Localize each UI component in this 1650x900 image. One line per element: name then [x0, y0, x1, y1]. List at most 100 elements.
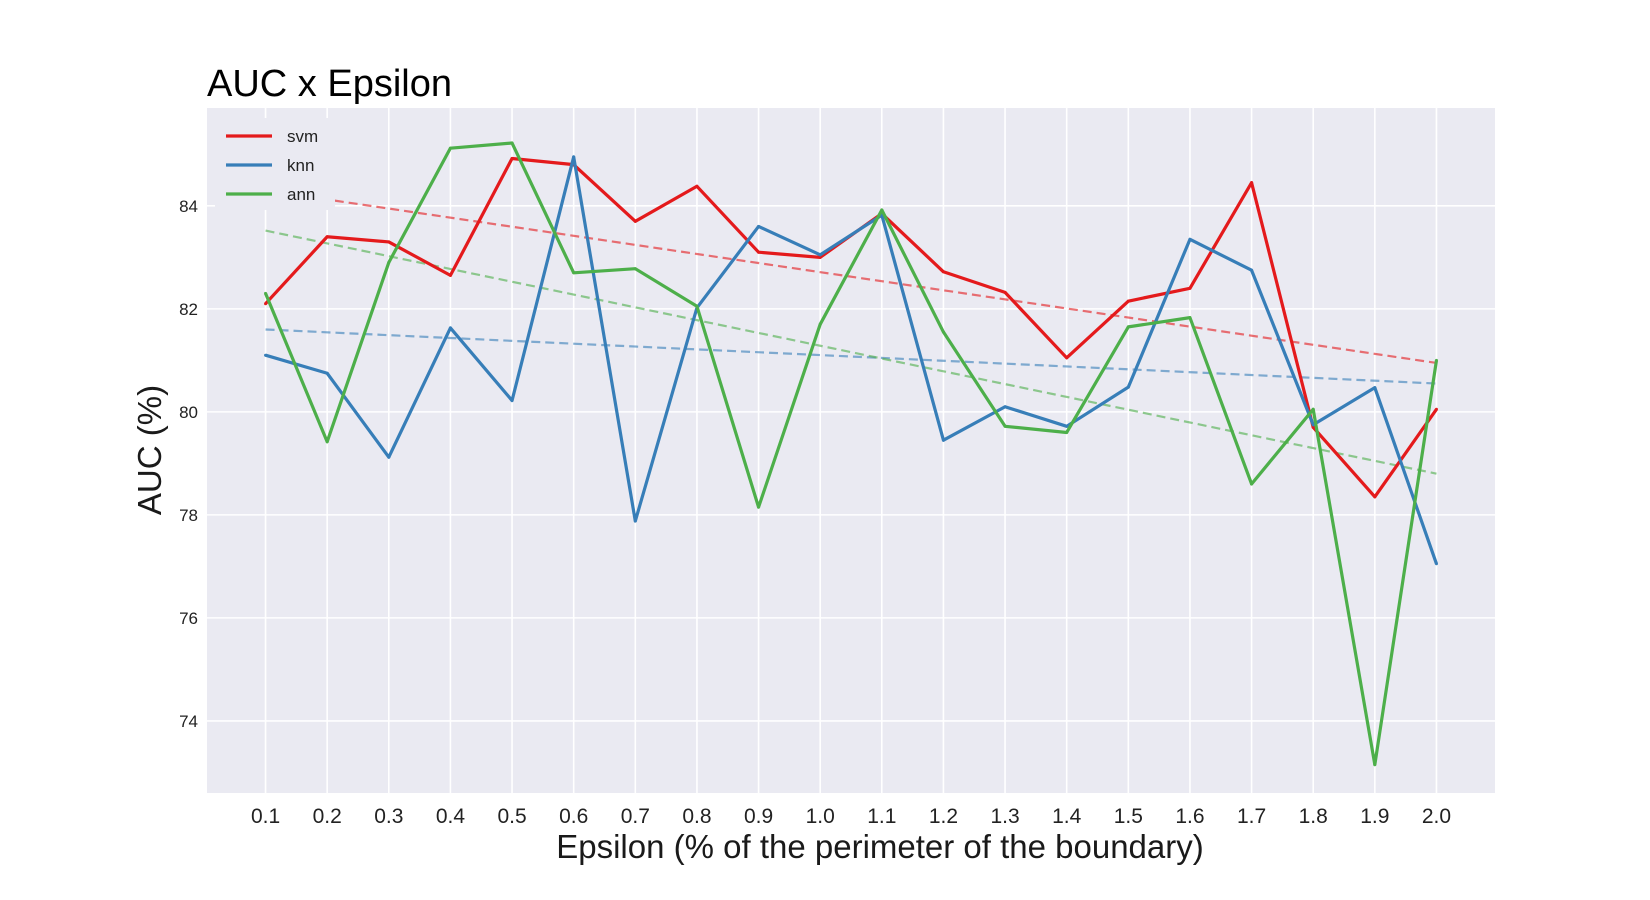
point-svm-16 — [1250, 181, 1254, 185]
point-knn-14 — [1126, 385, 1130, 389]
legend-label-svm: svm — [287, 127, 318, 146]
point-svm-0 — [264, 302, 268, 306]
x-tick-label-11: 1.2 — [929, 805, 958, 828]
point-svm-4 — [510, 156, 514, 160]
point-ann-9 — [818, 322, 822, 326]
point-svm-8 — [757, 250, 761, 254]
series-line-knn — [265, 155, 1438, 565]
point-knn-2 — [387, 455, 391, 459]
point-knn-18 — [1373, 386, 1377, 390]
point-svm-18 — [1373, 495, 1377, 499]
point-svm-1 — [325, 235, 329, 239]
point-ann-6 — [633, 267, 637, 271]
point-ann-4 — [510, 141, 514, 145]
point-svm-6 — [633, 219, 637, 223]
point-svm-3 — [448, 273, 452, 277]
point-svm-2 — [387, 240, 391, 244]
point-knn-11 — [941, 438, 945, 442]
series-lines — [264, 141, 1439, 767]
trend-line-ann — [265, 229, 1437, 475]
legend-label-ann: ann — [287, 185, 315, 204]
plot-area — [207, 108, 1495, 793]
point-svm-13 — [1065, 356, 1069, 360]
point-ann-14 — [1126, 325, 1130, 329]
x-tick-label-13: 1.4 — [1052, 805, 1082, 828]
point-svm-9 — [818, 255, 822, 259]
point-knn-17 — [1311, 423, 1315, 427]
x-tick-label-9: 1.0 — [806, 805, 835, 828]
grid — [207, 108, 1495, 793]
point-ann-0 — [264, 291, 268, 295]
point-svm-12 — [1003, 290, 1007, 294]
point-knn-19 — [1434, 562, 1438, 566]
point-knn-12 — [1003, 405, 1007, 409]
point-ann-11 — [941, 330, 945, 334]
y-tick-label-1: 76 — [179, 609, 198, 628]
x-tick-label-2: 0.3 — [374, 805, 403, 828]
x-axis-label: Epsilon (% of the perimeter of the bound… — [556, 828, 1204, 865]
point-ann-19 — [1434, 358, 1438, 362]
point-ann-8 — [757, 505, 761, 509]
x-tick-label-3: 0.4 — [436, 805, 466, 828]
point-ann-13 — [1065, 430, 1069, 434]
point-ann-12 — [1003, 424, 1007, 428]
point-knn-13 — [1065, 424, 1069, 428]
y-tick-label-5: 84 — [179, 197, 198, 216]
x-tick-label-4: 0.5 — [497, 805, 526, 828]
point-ann-17 — [1311, 407, 1315, 411]
point-ann-5 — [572, 271, 576, 275]
point-ann-16 — [1250, 482, 1254, 486]
y-axis-label: AUC (%) — [131, 385, 168, 515]
point-knn-5 — [572, 155, 576, 159]
x-tick-label-7: 0.8 — [682, 805, 711, 828]
point-svm-11 — [941, 270, 945, 274]
point-ann-3 — [448, 146, 452, 150]
y-tick-label-2: 78 — [179, 506, 198, 525]
point-knn-0 — [264, 353, 268, 357]
x-tick-label-12: 1.3 — [990, 805, 1019, 828]
point-ann-18 — [1373, 763, 1377, 767]
x-tick-label-8: 0.9 — [744, 805, 773, 828]
point-ann-15 — [1188, 316, 1192, 320]
y-tick-label-0: 74 — [179, 712, 198, 731]
trend-lines — [265, 189, 1437, 475]
x-tick-labels: 0.1 0.2 0.3 0.4 0.5 0.6 0.7 0.8 0.9 1.0 1.1 1.2 1.3 1… — [251, 805, 1451, 828]
x-tick-label-10: 1.1 — [867, 805, 896, 828]
x-tick-label-15: 1.6 — [1175, 805, 1204, 828]
point-ann-2 — [387, 261, 391, 265]
point-knn-6 — [633, 519, 637, 523]
point-svm-7 — [695, 184, 699, 188]
series-line-ann — [264, 141, 1439, 767]
x-tick-label-16: 1.7 — [1237, 805, 1266, 828]
point-ann-10 — [880, 208, 884, 212]
point-knn-8 — [757, 224, 761, 228]
x-tick-label-0: 0.1 — [251, 805, 280, 828]
point-knn-1 — [325, 371, 329, 375]
point-knn-9 — [818, 253, 822, 257]
point-svm-19 — [1434, 407, 1438, 411]
point-svm-15 — [1188, 286, 1192, 290]
legend-label-knn: knn — [287, 156, 314, 175]
x-tick-label-17: 1.8 — [1299, 805, 1328, 828]
point-knn-3 — [448, 326, 452, 330]
point-ann-7 — [695, 304, 699, 308]
point-svm-14 — [1126, 299, 1130, 303]
y-tick-label-3: 80 — [179, 403, 198, 422]
point-ann-1 — [325, 440, 329, 444]
y-tick-labels: 74 76 78 80 82 84 — [179, 197, 198, 731]
x-tick-label-1: 0.2 — [313, 805, 342, 828]
x-tick-label-5: 0.6 — [559, 805, 588, 828]
trend-line-svm — [265, 189, 1437, 365]
point-knn-15 — [1188, 237, 1192, 241]
legend: svm knn ann — [215, 118, 335, 210]
point-svm-17 — [1311, 425, 1315, 429]
chart-title: AUC x Epsilon — [207, 63, 452, 105]
y-tick-label-4: 82 — [179, 300, 198, 319]
point-knn-16 — [1250, 268, 1254, 272]
x-tick-label-18: 1.9 — [1360, 805, 1389, 828]
x-tick-label-19: 2.0 — [1422, 805, 1451, 828]
x-tick-label-14: 1.5 — [1114, 805, 1143, 828]
x-tick-label-6: 0.7 — [621, 805, 650, 828]
point-knn-4 — [510, 399, 514, 403]
